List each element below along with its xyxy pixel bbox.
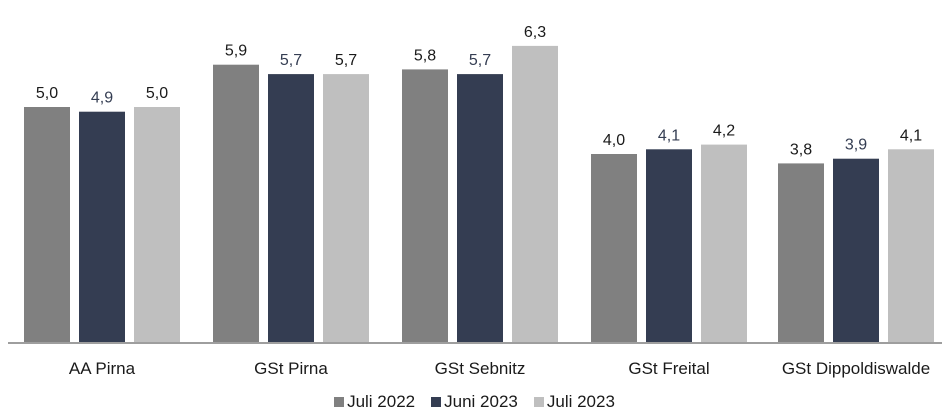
bar-juli-2022-gst-pirna — [213, 64, 259, 342]
legend-label-juli-2023: Juli 2023 — [546, 392, 615, 411]
legend-item-juli-2022: Juli 2022 — [334, 392, 415, 412]
bar-juli-2022-gst-dippoldiswalde — [778, 163, 824, 342]
legend: Juli 2022 Juni 2023 Juli 2023 — [0, 392, 949, 412]
value-label-juli-2022-gst-dippoldiswalde: 3,8 — [790, 141, 812, 158]
category-label-gst-sebnitz: GSt Sebnitz — [435, 359, 526, 378]
legend-label-juni-2023: Juni 2023 — [444, 392, 518, 411]
legend-label-juli-2022: Juli 2022 — [347, 392, 416, 411]
legend-item-juni-2023: Juni 2023 — [431, 392, 518, 412]
legend-swatch-juli-2022 — [334, 397, 345, 407]
value-label-juli-2023-gst-pirna: 5,7 — [335, 52, 357, 69]
bar-juni-2023-aa-pirna — [79, 111, 125, 342]
value-labels-layer: 5,0 4,9 5,0 5,9 5,7 5,7 5,8 5,7 6,3 4,0 4,1 4,2 3,8 3… — [36, 24, 922, 158]
legend-item-juli-2023: Juli 2023 — [533, 392, 615, 412]
bar-juli-2022-gst-freital — [591, 154, 637, 342]
bar-juli-2023-aa-pirna — [134, 107, 180, 342]
value-label-juni-2023-gst-pirna: 5,7 — [280, 52, 302, 69]
value-label-juni-2023-gst-sebnitz: 5,7 — [469, 52, 491, 69]
bars-layer — [24, 45, 934, 343]
value-label-juli-2023-gst-sebnitz: 6,3 — [524, 24, 546, 41]
bar-chart: 5,0 4,9 5,0 5,9 5,7 5,7 5,8 5,7 6,3 4,0 4,1 4,2 3,8 3… — [8, 24, 942, 378]
value-label-juli-2022-gst-freital: 4,0 — [603, 132, 625, 149]
value-label-juli-2022-gst-sebnitz: 5,8 — [414, 47, 436, 64]
bar-juli-2023-gst-sebnitz — [512, 45, 558, 343]
bar-juni-2023-gst-pirna — [268, 74, 314, 342]
bar-juli-2022-gst-sebnitz — [402, 69, 448, 343]
legend-swatch-juli-2023 — [533, 397, 544, 407]
category-label-gst-pirna: GSt Pirna — [254, 359, 328, 378]
value-label-juli-2022-gst-pirna: 5,9 — [225, 43, 247, 60]
bar-juni-2023-gst-dippoldiswalde — [833, 158, 879, 342]
legend-swatch-juni-2023 — [431, 397, 442, 407]
category-label-aa-pirna: AA Pirna — [69, 359, 136, 378]
value-label-juni-2023-gst-freital: 4,1 — [658, 127, 680, 144]
category-labels-layer: AA Pirna GSt Pirna GSt Sebnitz GSt Freital G… — [69, 359, 930, 378]
bar-juni-2023-gst-sebnitz — [457, 74, 503, 342]
bar-juli-2023-gst-dippoldiswalde — [888, 149, 934, 342]
value-label-juli-2023-gst-freital: 4,2 — [713, 123, 735, 140]
category-label-gst-dippoldiswalde: GSt Dippoldiswalde — [782, 359, 930, 378]
bar-juli-2023-gst-freital — [701, 144, 747, 342]
bar-juli-2022-aa-pirna — [24, 107, 70, 342]
value-label-juli-2023-aa-pirna: 5,0 — [146, 85, 168, 102]
value-label-juli-2022-aa-pirna: 5,0 — [36, 85, 58, 102]
bar-juli-2023-gst-pirna — [323, 74, 369, 342]
value-label-juli-2023-gst-dippoldiswalde: 4,1 — [900, 127, 922, 144]
value-label-juni-2023-gst-dippoldiswalde: 3,9 — [845, 137, 867, 154]
category-label-gst-freital: GSt Freital — [628, 359, 709, 378]
value-label-juni-2023-aa-pirna: 4,9 — [91, 90, 113, 107]
bar-juni-2023-gst-freital — [646, 149, 692, 342]
